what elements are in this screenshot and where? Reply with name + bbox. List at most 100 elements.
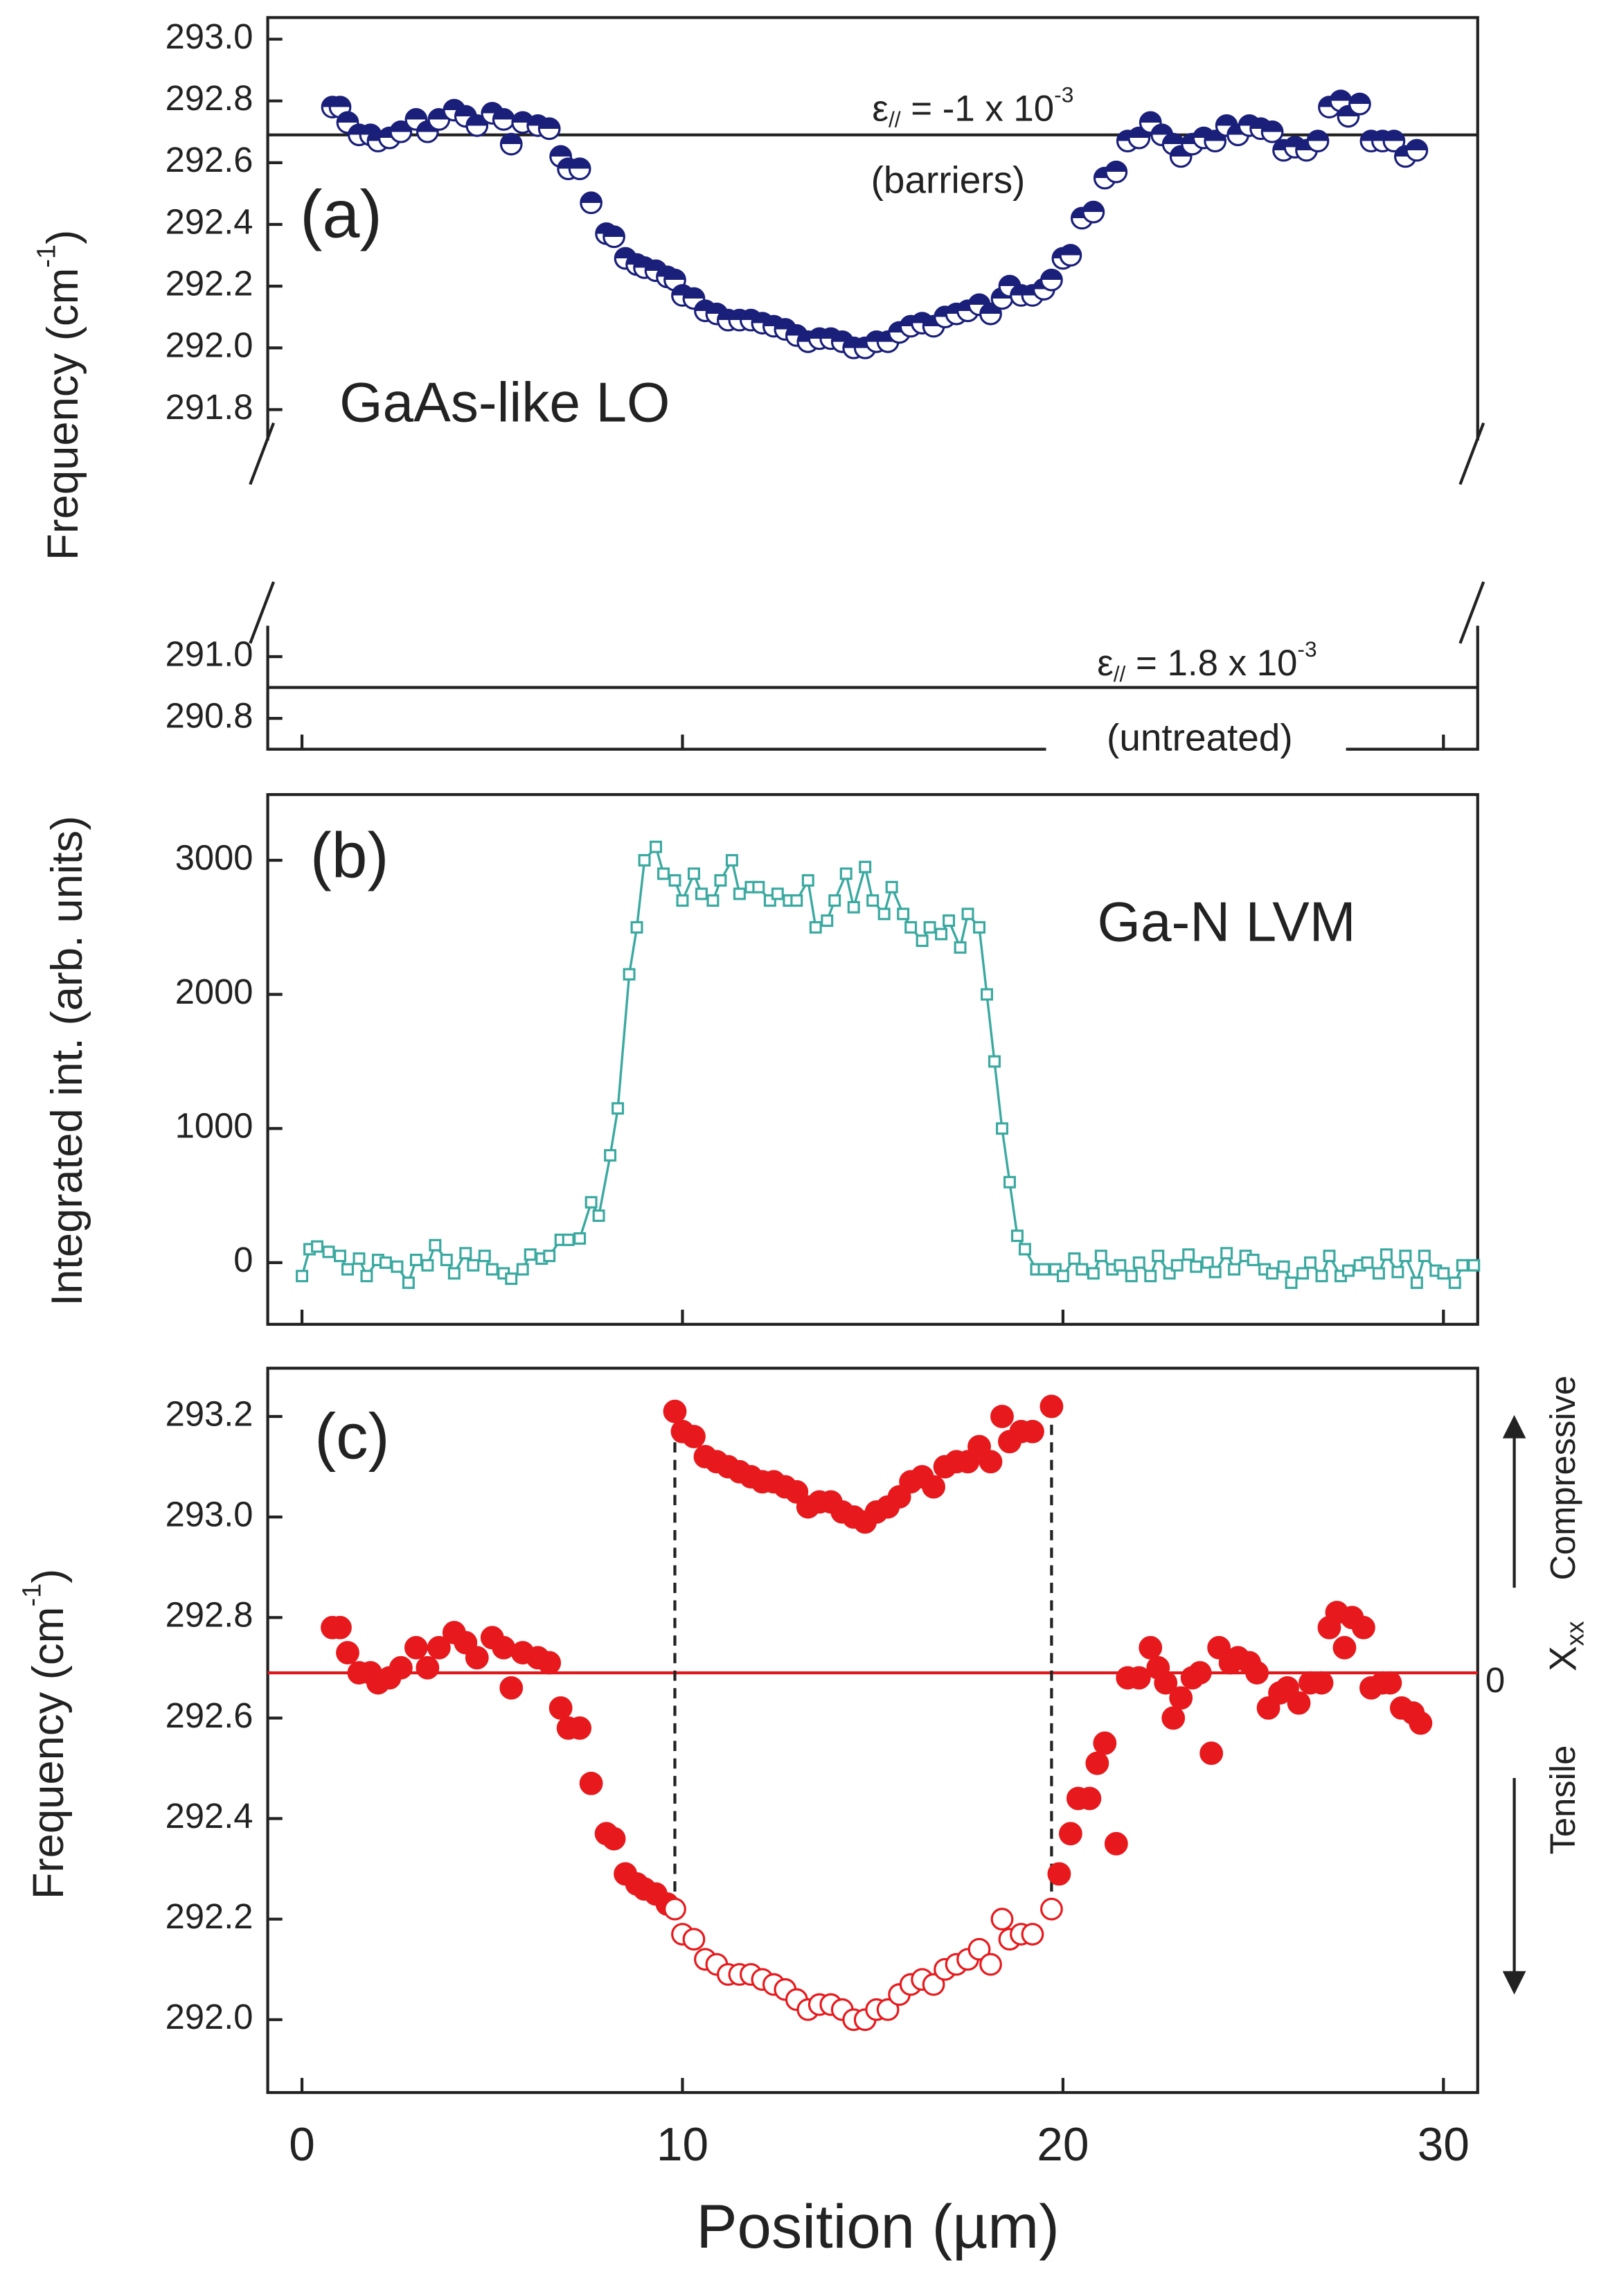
superscript: -1 — [18, 1583, 47, 1607]
y-tick-label: 291.0 — [166, 634, 253, 673]
y-tick-label: 292.8 — [166, 1595, 253, 1635]
data-point — [1201, 1256, 1214, 1269]
data-point — [1003, 1175, 1016, 1189]
data-point — [1144, 1270, 1157, 1283]
data-point — [1056, 1270, 1069, 1283]
break-mark — [1458, 422, 1485, 486]
data-point — [1296, 1267, 1309, 1280]
data-point — [676, 894, 689, 907]
annotation: Ga-N LVM — [1097, 891, 1355, 953]
data-point — [1378, 1671, 1402, 1695]
data-point — [1040, 1897, 1063, 1921]
data-point — [630, 921, 643, 934]
data-point — [492, 108, 515, 131]
data-point — [990, 1908, 1014, 1931]
y-tick-label: 1000 — [175, 1106, 253, 1146]
strain-label: ε// = -1 x 10-3 — [872, 82, 1073, 132]
data-point — [954, 941, 967, 954]
data-point — [499, 1676, 524, 1700]
data-point — [1076, 1263, 1089, 1276]
data-point — [725, 854, 738, 867]
data-point — [341, 1263, 354, 1276]
y-tick-label: 292.6 — [166, 140, 253, 179]
data-point — [1448, 1276, 1461, 1289]
data-point — [328, 1615, 352, 1640]
data-point — [402, 1276, 415, 1289]
data-point — [1306, 130, 1330, 153]
data-point — [897, 907, 910, 921]
strain-note: (barriers) — [871, 159, 1026, 202]
labels: (a) GaAs-like LO ε// = -1 x 10-3 (barrie… — [18, 82, 1589, 2261]
y-tick-label: 291.8 — [166, 387, 253, 427]
data-point — [922, 1475, 945, 1499]
data-point — [1087, 1267, 1100, 1280]
subscript: // — [889, 107, 901, 132]
data-point — [1132, 1256, 1145, 1269]
data-point — [467, 1259, 480, 1272]
superscript: -1 — [33, 245, 62, 268]
data-point — [1139, 1635, 1163, 1660]
data-point — [916, 934, 929, 948]
data-point — [322, 1245, 335, 1259]
data-point — [379, 1256, 392, 1269]
tensile-label: Tensile — [1543, 1745, 1582, 1855]
data-point — [623, 968, 636, 981]
symbol: X — [1541, 1646, 1584, 1671]
data-point — [1037, 1263, 1051, 1276]
data-point — [465, 1646, 489, 1670]
break-mark — [249, 581, 276, 644]
data-point — [990, 1405, 1014, 1428]
plot-layer: 290.8 291.0 291.8 292.0 292.2 292.4 292.6 292.8… — [166, 16, 1507, 2171]
data-point — [1127, 1666, 1151, 1690]
data-point — [1190, 1260, 1203, 1273]
data-point — [1409, 1711, 1433, 1735]
data-point — [1341, 1264, 1355, 1277]
data-point — [638, 854, 651, 867]
data-point — [1094, 1250, 1107, 1263]
data-point — [1021, 1923, 1044, 1946]
x-tick-label: 0 — [289, 2119, 315, 2171]
strain-symbol: Xxx — [1541, 1621, 1589, 1671]
data-point — [885, 880, 898, 894]
data-point — [859, 860, 872, 873]
data-point — [687, 867, 700, 880]
text: = -1 x 10 — [901, 89, 1055, 130]
y-tick-label: 2000 — [175, 972, 253, 1011]
y-axis-label: Integrated int. (arb. units) — [43, 816, 91, 1306]
data-point — [866, 894, 880, 907]
plot-frame — [266, 793, 1479, 1326]
data-point — [603, 225, 625, 249]
text: ) — [24, 1569, 73, 1583]
annotation: GaAs-like LO — [339, 372, 670, 434]
data-point — [1170, 1259, 1184, 1272]
x-axis-label: Position (µm) — [696, 2192, 1059, 2261]
data-point — [580, 191, 603, 215]
data-point — [1010, 1229, 1024, 1243]
data-point — [1021, 1419, 1044, 1443]
data-point — [695, 887, 708, 900]
data-point — [923, 921, 936, 934]
data-point — [1105, 160, 1128, 184]
data-point — [733, 887, 746, 900]
data-point — [573, 1232, 587, 1245]
data-point — [682, 1928, 706, 1951]
y-tick-label: 292.6 — [166, 1696, 253, 1735]
data-point — [1260, 120, 1284, 143]
data-point — [1361, 1256, 1374, 1269]
text: = 1.8 x 10 — [1125, 643, 1297, 684]
data-point — [1245, 1661, 1269, 1685]
strain-label: ε// = 1.8 x 10-3 — [1097, 637, 1317, 686]
compressive-label: Compressive — [1543, 1376, 1582, 1581]
y-tick-label: 292.0 — [166, 1997, 253, 2036]
data-point — [612, 1102, 625, 1115]
data-point — [1161, 1706, 1186, 1730]
data-point — [568, 157, 591, 181]
data-point — [1405, 139, 1429, 162]
data-point — [478, 1250, 491, 1263]
data-point — [1348, 92, 1371, 116]
y-tick-label: 292.2 — [166, 1896, 253, 1936]
data-point — [801, 874, 814, 887]
data-point — [943, 914, 956, 927]
data-point — [602, 1827, 626, 1851]
data-point — [714, 874, 727, 887]
